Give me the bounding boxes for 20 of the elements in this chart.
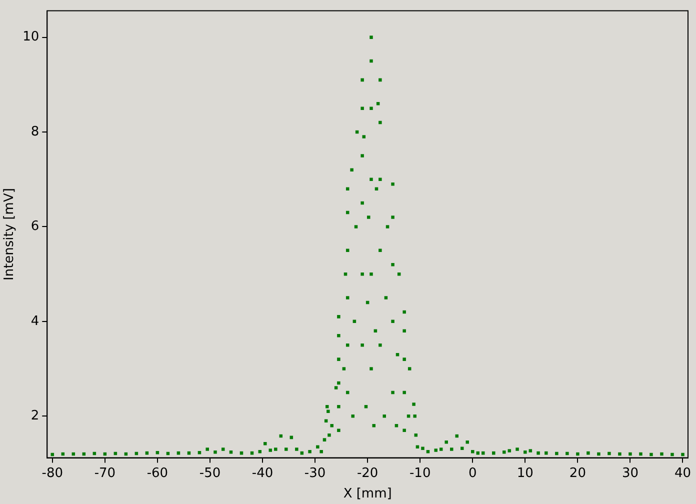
y-tick-label: 10 bbox=[22, 30, 40, 45]
y-tick-label: 8 bbox=[30, 124, 40, 140]
y-tick-label: 2 bbox=[30, 408, 40, 424]
x-tick-label: -10 bbox=[409, 466, 431, 481]
x-tick-label: 20 bbox=[569, 466, 586, 481]
y-tick-label: 6 bbox=[30, 219, 40, 234]
y-tick-label: 4 bbox=[30, 314, 40, 329]
x-tick-label: 10 bbox=[516, 466, 534, 481]
x-tick-label: -70 bbox=[94, 466, 116, 481]
x-tick-label: -30 bbox=[304, 466, 326, 481]
x-tick-label: -40 bbox=[252, 466, 274, 481]
y-axis-title: Intensity [mV] bbox=[2, 188, 18, 281]
x-axis-title: X [mm] bbox=[343, 486, 392, 502]
x-tick-label: -60 bbox=[146, 466, 168, 481]
x-tick-label: 30 bbox=[622, 466, 638, 481]
x-tick-label: -50 bbox=[199, 466, 221, 481]
x-tick-label: 40 bbox=[674, 466, 692, 481]
x-tick-label: 0 bbox=[468, 466, 477, 481]
x-tick-label: -20 bbox=[356, 466, 378, 481]
x-tick-label: -80 bbox=[42, 466, 64, 481]
